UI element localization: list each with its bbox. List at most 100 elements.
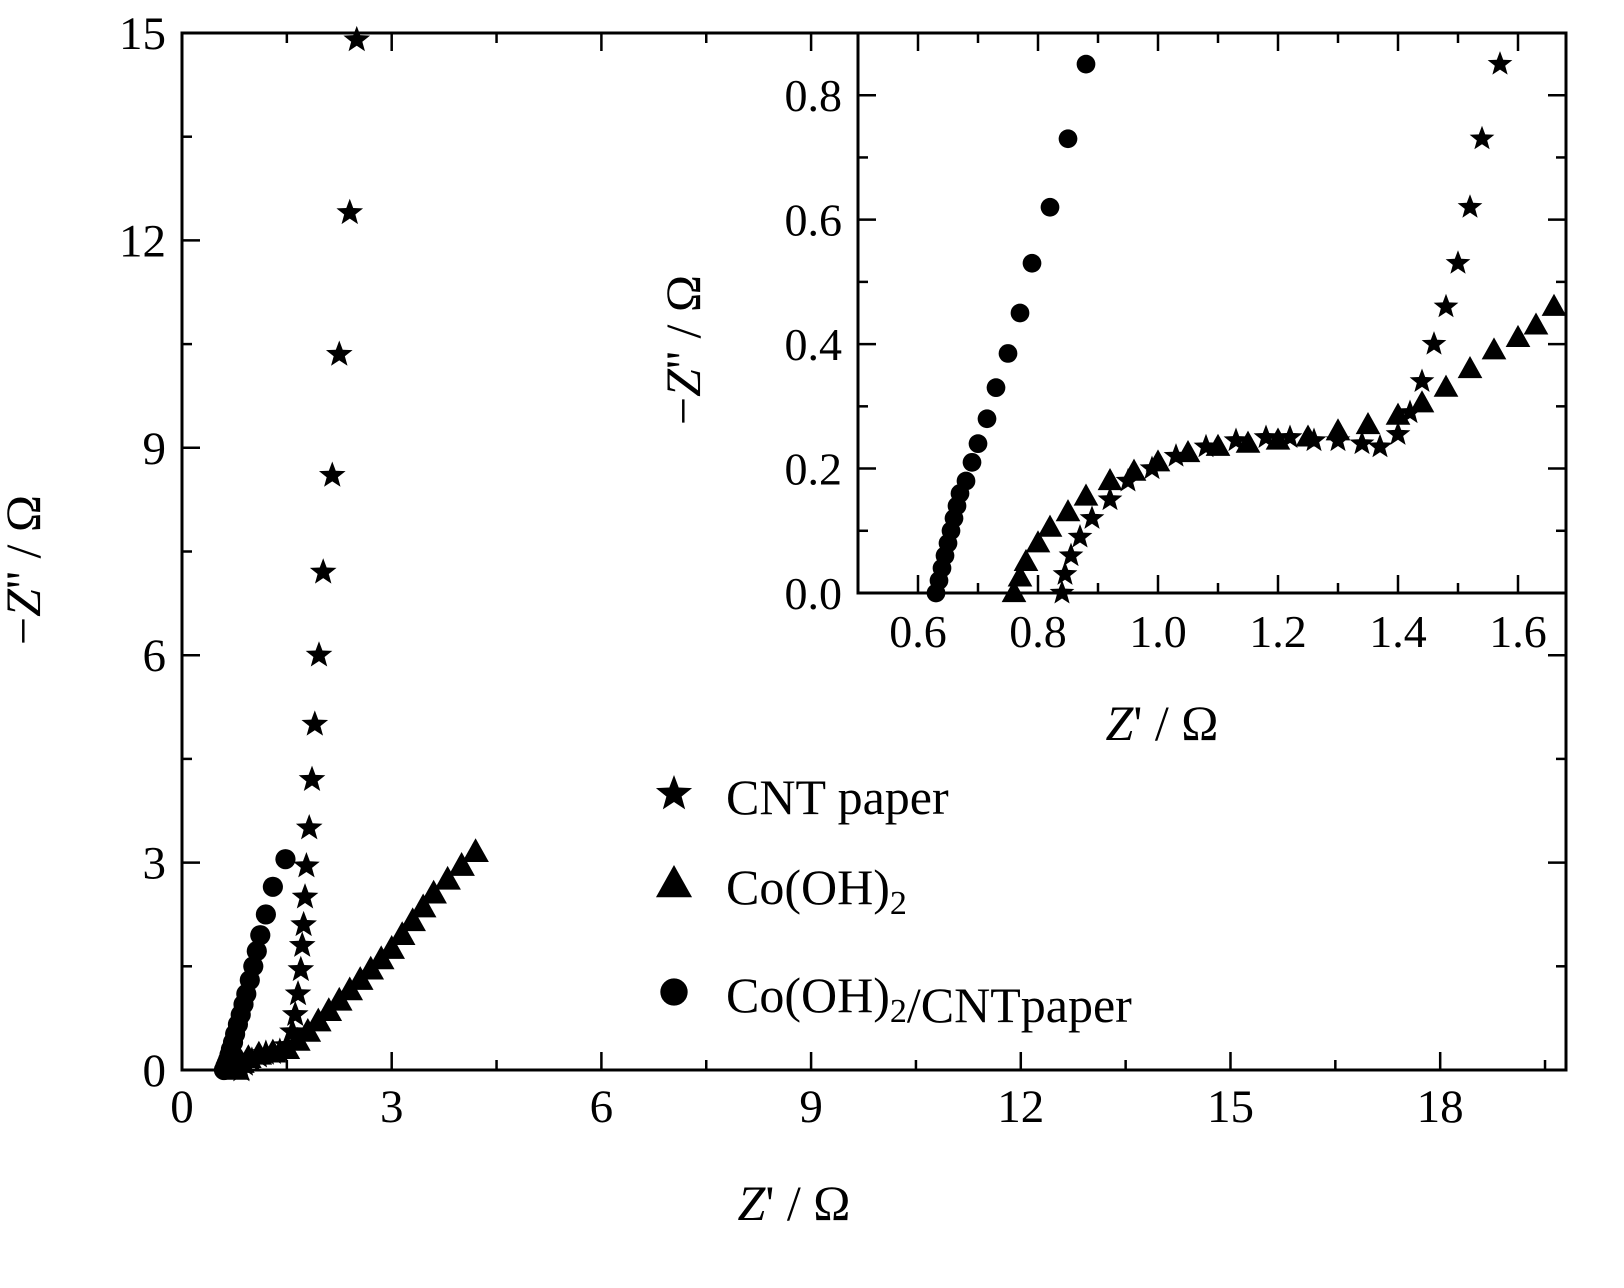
inset-star-point bbox=[1052, 561, 1078, 585]
inset-series-group bbox=[926, 51, 1567, 604]
main-star-point bbox=[318, 461, 346, 487]
inset-x-tick-label: 1.6 bbox=[1489, 606, 1547, 657]
main-y-axis-label: −Z'' / Ω bbox=[0, 495, 51, 645]
main-triangle-point bbox=[434, 865, 461, 890]
inset-triangle-point bbox=[1121, 458, 1147, 481]
main-x-axis-label: Z' / Ω bbox=[738, 1175, 851, 1231]
main-x-tick-label: 6 bbox=[590, 1081, 614, 1133]
main-star-point bbox=[281, 1000, 309, 1027]
inset-star-point bbox=[1223, 427, 1249, 452]
main-y-tick-label: 3 bbox=[143, 838, 167, 890]
inset-triangle-point bbox=[1481, 337, 1507, 360]
inset-triangle-point bbox=[1385, 402, 1411, 425]
inset-triangle-point bbox=[1541, 293, 1567, 316]
inset-triangle-point bbox=[1433, 374, 1459, 397]
main-triangle-point bbox=[448, 852, 475, 876]
inset-y-tick-label: 0.6 bbox=[785, 195, 843, 246]
main-x-tick-label: 15 bbox=[1207, 1081, 1254, 1133]
legend-marker-star bbox=[655, 775, 693, 810]
main-star-point bbox=[305, 641, 333, 667]
inset-triangle-point bbox=[1073, 483, 1099, 506]
main-series-star bbox=[228, 25, 371, 1082]
inset-circle-point bbox=[986, 378, 1006, 398]
main-triangle-point bbox=[409, 893, 437, 918]
main-x-tick-label: 18 bbox=[1417, 1081, 1464, 1133]
inset-triangle-point bbox=[1205, 433, 1231, 456]
main-circle-point bbox=[275, 849, 296, 870]
inset-y-tick-label: 0.4 bbox=[785, 319, 843, 370]
inset-star-point bbox=[1079, 505, 1105, 529]
inset-series-circle bbox=[926, 54, 1096, 603]
inset-y-tick-label: 0.2 bbox=[785, 444, 843, 495]
inset-triangle-point bbox=[1409, 390, 1435, 413]
inset-star-point bbox=[1163, 443, 1189, 467]
legend-marker-circle bbox=[660, 978, 688, 1006]
main-star-point bbox=[343, 25, 371, 52]
inset-x-tick-label: 1.0 bbox=[1129, 606, 1187, 657]
inset-triangle-point bbox=[1295, 424, 1321, 447]
inset-star-point bbox=[1058, 542, 1084, 567]
main-star-point bbox=[301, 710, 329, 736]
main-x-tick-label: 9 bbox=[799, 1081, 823, 1133]
inset-triangle-point bbox=[1265, 427, 1291, 450]
legend-label: Co(OH)2 bbox=[726, 859, 907, 922]
main-circle-point bbox=[262, 876, 283, 897]
inset-frame bbox=[856, 31, 1568, 595]
inset-star-point bbox=[1193, 433, 1219, 458]
inset-triangle-point bbox=[1523, 312, 1549, 335]
main-y-tick-label: 12 bbox=[119, 215, 166, 267]
main-x-tick-label: 12 bbox=[997, 1081, 1044, 1133]
main-star-point bbox=[287, 955, 315, 982]
main-star-point bbox=[291, 883, 319, 909]
legend-marker-triangle bbox=[655, 865, 693, 898]
main-star-point bbox=[284, 979, 312, 1006]
main-star-point bbox=[295, 814, 323, 840]
inset-triangle-point bbox=[1001, 580, 1027, 603]
inset-triangle-point bbox=[1097, 468, 1123, 491]
inset-triangle-point bbox=[1055, 499, 1081, 522]
inset-circle-point bbox=[968, 434, 988, 454]
inset-circle-point bbox=[1040, 197, 1060, 217]
main-triangle-point bbox=[420, 879, 447, 904]
main-triangle-point bbox=[388, 921, 416, 945]
inset-series-triangle bbox=[1001, 293, 1567, 603]
inset-triangle-point bbox=[1007, 564, 1033, 587]
inset-star-point bbox=[1367, 433, 1393, 458]
main-triangle-point bbox=[378, 935, 405, 959]
main-star-point bbox=[293, 852, 320, 878]
main-triangle-point bbox=[462, 838, 489, 863]
data-layer bbox=[213, 25, 489, 1082]
inset-star-point bbox=[1409, 368, 1435, 392]
main-circle-point bbox=[250, 925, 271, 946]
inset-star-point bbox=[1397, 399, 1423, 424]
inset-star-point bbox=[1277, 424, 1303, 448]
legend-label: Co(OH)2/CNTpaper bbox=[726, 967, 1132, 1033]
inset-circle-point bbox=[962, 452, 982, 472]
inset-triangle-point bbox=[1175, 440, 1201, 463]
inset-axes: 0.6 0.8 1.0 1.2 1.4 1.6 0.0 0.2 0.4 0.6 0.8 Z' / Ω −… bbox=[655, 31, 1568, 751]
inset-y-tick-label: 0.8 bbox=[785, 70, 843, 121]
main-y-tick-label: 9 bbox=[143, 423, 167, 475]
inset-star-point bbox=[1469, 125, 1495, 150]
inset-circle-point bbox=[1022, 253, 1042, 273]
inset-star-point bbox=[1349, 430, 1375, 455]
inset-circle-point bbox=[1076, 54, 1096, 74]
main-circle-point bbox=[255, 904, 276, 925]
main-x-tick-label: 3 bbox=[380, 1081, 404, 1133]
main-circle-point bbox=[246, 941, 267, 962]
main-y-tick-label: 6 bbox=[143, 630, 167, 682]
inset-triangle-point bbox=[1025, 530, 1051, 553]
inset-triangle-point bbox=[1235, 430, 1261, 453]
main-series-circle bbox=[213, 849, 296, 1081]
legend-label: CNT paper bbox=[726, 769, 949, 825]
inset-star-point bbox=[1253, 424, 1279, 448]
inset-triangle-point bbox=[1505, 324, 1531, 347]
inset-y-tick-label: 0.0 bbox=[785, 568, 843, 619]
main-star-point bbox=[279, 1017, 306, 1044]
inset-star-point bbox=[1067, 524, 1093, 548]
inset-star-point bbox=[1433, 293, 1459, 318]
inset-x-tick-label: 1.2 bbox=[1249, 606, 1307, 657]
main-star-point bbox=[336, 198, 364, 225]
